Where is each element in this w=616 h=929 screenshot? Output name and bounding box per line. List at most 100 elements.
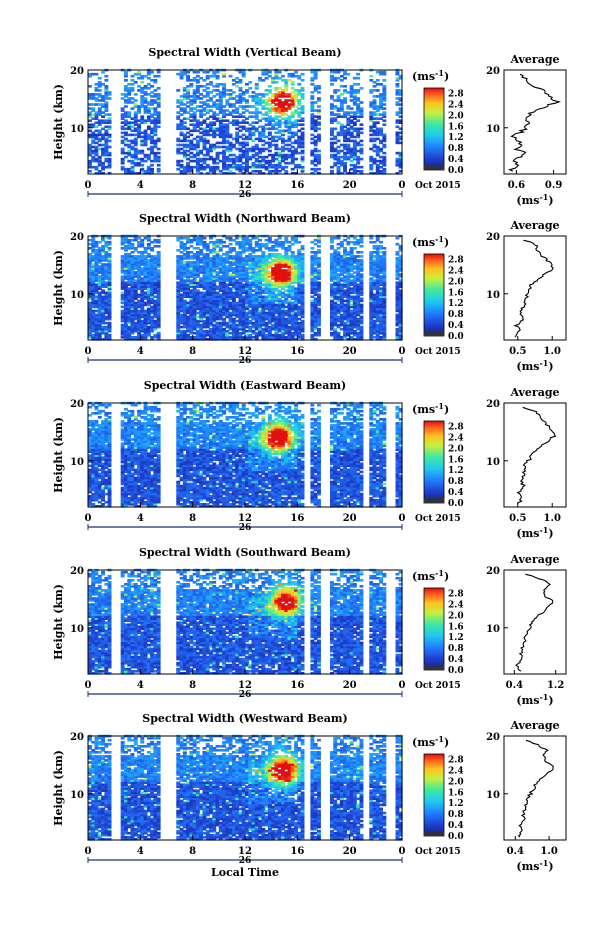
heatmap-cell (150, 129, 154, 133)
heatmap-cell (346, 172, 351, 175)
heatmap-cell (140, 151, 145, 155)
heatmap-cell (195, 141, 200, 145)
heatmap-cell (339, 149, 344, 153)
heatmap-cell (369, 155, 374, 159)
heatmap-cell (120, 121, 125, 124)
heatmap-cell (382, 79, 387, 82)
heatmap-cell (254, 99, 259, 102)
heatmap-cell (186, 165, 190, 169)
heatmap-cell (195, 167, 200, 171)
heatmap-cell (356, 115, 361, 118)
heatmap-cell (369, 113, 374, 116)
heatmap-cell (215, 155, 220, 159)
heatmap-cell (271, 123, 276, 126)
heatmap-cell (209, 127, 213, 131)
heatmap-cell (130, 159, 135, 163)
heatmap-cell (241, 115, 246, 118)
heatmap-cell (359, 101, 364, 104)
heatmap-cell (228, 143, 233, 147)
heatmap-cell (287, 147, 292, 151)
heatmap-cell (88, 291, 92, 295)
heatmap-cell (88, 135, 92, 139)
heatmap-cell (333, 99, 338, 102)
heatmap-cell (124, 87, 128, 90)
heatmap-cell (179, 159, 184, 163)
heatmap-cell (333, 137, 338, 141)
heatmap-cell (313, 129, 318, 133)
heatmap-cell (343, 139, 347, 143)
heatmap-cell (231, 109, 236, 112)
heatmap-cell (241, 149, 246, 153)
heatmap-cell (343, 101, 347, 104)
heatmap-cell (330, 133, 334, 137)
heatmap-cell (330, 97, 334, 100)
heatmap-cell (91, 240, 96, 244)
heatmap-cell (133, 127, 138, 131)
heatmap-cell (398, 121, 403, 124)
heatmap-cell (267, 123, 272, 126)
heatmap-cell (372, 117, 377, 120)
heatmap-cell (375, 83, 380, 86)
heatmap-cell (235, 127, 240, 131)
heatmap-cell (137, 163, 141, 167)
heatmap-cell (182, 111, 187, 114)
heatmap-cell (209, 165, 213, 169)
heatmap-cell (104, 157, 109, 161)
heatmap-cell (176, 161, 181, 165)
heatmap-cell (228, 163, 233, 167)
heatmap-cell (88, 72, 92, 76)
heatmap-cell (94, 153, 99, 157)
x-tick-label: 0 (399, 180, 406, 191)
heatmap-cell (267, 99, 272, 102)
heatmap-cell (218, 129, 223, 133)
heatmap-cell (264, 72, 269, 76)
colorbar-tick-label: 2.8 (448, 89, 464, 99)
heatmap-cell (349, 93, 354, 96)
heatmap-cell (94, 313, 99, 317)
heatmap-cell (202, 147, 207, 151)
heatmap-cell (222, 83, 226, 86)
heatmap-cell (179, 172, 184, 175)
heatmap-cell (300, 117, 305, 120)
heatmap-cell (150, 167, 154, 171)
heatmap-cell (395, 172, 400, 175)
heatmap-cell (375, 121, 380, 124)
heatmap-cell (195, 95, 200, 98)
heatmap-cell (372, 129, 377, 133)
heatmap-cell (101, 167, 105, 171)
heatmap-cell (310, 101, 315, 104)
heatmap-cell (372, 131, 377, 135)
heatmap-cell (395, 113, 400, 116)
heatmap-cell (336, 113, 341, 116)
heatmap-cell (352, 155, 357, 159)
heatmap-cell (94, 83, 99, 86)
heatmap-cell (238, 149, 243, 153)
heatmap-cell (88, 161, 92, 165)
heatmap-cell (235, 95, 240, 98)
heatmap-cell (94, 333, 99, 337)
heatmap-cell (251, 127, 256, 131)
heatmap-cell (297, 119, 302, 122)
heatmap-cell (261, 165, 266, 169)
heatmap-cell (352, 135, 357, 139)
heatmap-cell (91, 159, 96, 163)
heatmap-cell (91, 297, 96, 301)
heatmap-cell (343, 111, 347, 114)
heatmap-cell (336, 109, 341, 112)
heatmap-cell (101, 111, 105, 114)
heatmap-cell (143, 137, 148, 141)
heatmap-cell (195, 74, 200, 78)
heatmap-cell (228, 133, 233, 137)
heatmap-cell (349, 147, 354, 151)
heatmap-cell (290, 131, 295, 135)
heatmap-cell (146, 70, 151, 74)
heatmap-cell (317, 327, 321, 331)
heatmap-cells (88, 234, 403, 341)
heatmap-cell (202, 101, 207, 104)
heatmap-cell (97, 81, 102, 84)
heatmap-cell (395, 131, 400, 135)
heatmap-cell (235, 76, 240, 80)
heatmap-cell (91, 131, 96, 135)
heatmap-cell (192, 115, 197, 118)
heatmap-cell (343, 115, 347, 118)
